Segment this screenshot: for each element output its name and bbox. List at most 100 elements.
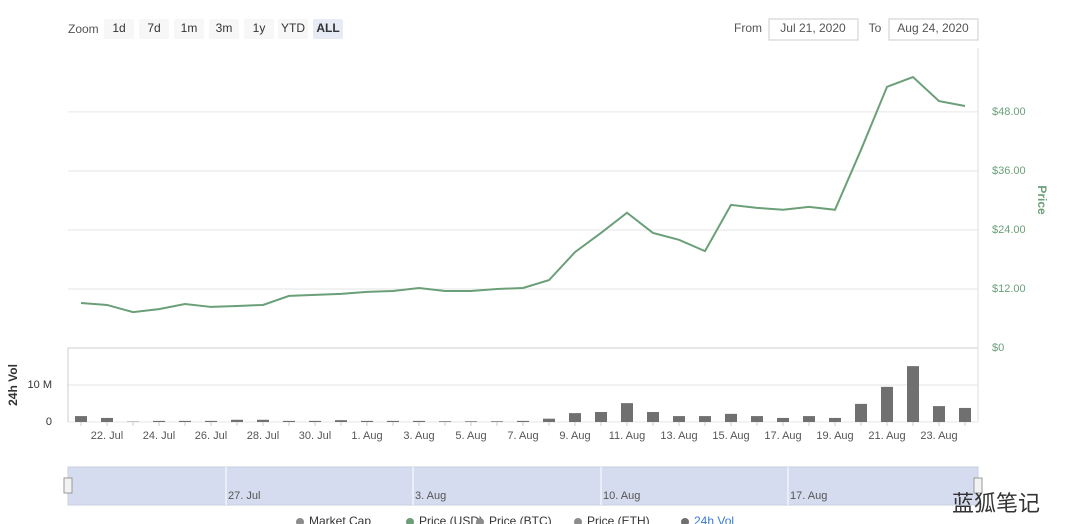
volume-bar [335,420,347,422]
volume-bar [777,417,789,422]
zoom-button[interactable] [244,19,274,39]
legend-marker[interactable] [476,518,484,524]
to-label: To [869,21,882,35]
volume-bar [75,416,87,422]
volume-bar [595,412,607,422]
y-tick-label: $12.00 [992,283,1026,295]
from-value[interactable]: Jul 21, 2020 [780,21,846,35]
navigator-label: 17. Aug [790,490,827,502]
volume-bar [881,386,893,422]
volume-bar [959,407,971,422]
volume-bar [543,418,555,422]
volume-bar [569,413,581,422]
navigator-handle[interactable] [63,477,73,494]
volume-bar [413,420,425,422]
volume-bar [725,413,737,422]
x-tick-label: 22. Jul [91,430,123,442]
zoom-button[interactable] [209,19,239,39]
watermark: 蓝狐笔记 [952,491,1040,516]
x-tick-label: 11. Aug [609,430,646,442]
y-tick-label: 10 M [28,379,52,391]
volume-bar [933,406,945,422]
zoom-button-label[interactable]: 1m [181,21,198,35]
zoom-button-label[interactable]: 3m [216,21,233,35]
x-tick-label: 19. Aug [816,430,853,442]
x-tick-label: 13. Aug [660,430,697,442]
legend-label[interactable]: Price (USD) [419,514,483,524]
x-tick-label: 7. Aug [507,430,538,442]
to-input[interactable] [888,18,979,41]
x-tick-label: 23. Aug [920,430,957,442]
zoom-button[interactable] [278,19,308,39]
y-tick-label: 0 [46,416,52,428]
price-axis-label: Price [1035,185,1049,215]
volume-bar [803,416,815,422]
volume-bar [153,420,165,422]
volume-bar [257,419,269,422]
legend-marker[interactable] [296,518,304,524]
navigator-handle[interactable] [973,477,983,494]
navigator-label: 27. Jul [228,490,260,502]
navigator[interactable] [67,466,979,506]
volume-bar [699,416,711,422]
volume-bar [361,420,373,422]
volume-bar [647,412,659,422]
navigator-label: 10. Aug [603,490,640,502]
legend-label[interactable]: Price (ETH) [587,514,650,524]
y-tick-label: $24.00 [992,224,1026,236]
x-tick-label: 26. Jul [195,430,227,442]
x-tick-label: 15. Aug [712,430,749,442]
x-tick-label: 21. Aug [868,430,905,442]
zoom-button-label[interactable]: 1d [112,21,125,35]
volume-bar [179,420,191,422]
x-tick-label: 17. Aug [764,430,801,442]
volume-bar [309,420,321,422]
price-line [80,75,966,314]
x-tick-label: 5. Aug [455,430,486,442]
volume-bar [101,417,113,422]
y-tick-label: $0 [992,342,1004,354]
legend-marker[interactable] [681,518,689,524]
legend-label[interactable]: Market Cap [309,514,371,524]
zoom-button-label[interactable]: YTD [281,21,305,35]
from-input[interactable] [768,18,859,41]
zoom-button[interactable] [313,19,343,39]
zoom-button[interactable] [139,19,169,39]
volume-bar [387,420,399,422]
zoom-button[interactable] [174,19,204,39]
x-tick-label: 1. Aug [351,430,382,442]
volume-bar [855,403,867,422]
volume-bar [491,421,503,422]
x-tick-label: 3. Aug [403,430,434,442]
x-tick-label: 30. Jul [299,430,331,442]
legend-label[interactable]: Price (BTC) [489,514,552,524]
x-tick-label: 28. Jul [247,430,279,442]
volume-bar [231,419,243,422]
legend-marker[interactable] [574,518,582,524]
volume-bar [673,416,685,422]
volume-bar [439,421,451,422]
legend-label[interactable]: 24h Vol [694,514,734,524]
zoom-button-label[interactable]: 1y [253,21,266,35]
navigator-label: 3. Aug [415,490,446,502]
zoom-button-label[interactable]: ALL [316,21,339,35]
x-tick-label: 24. Jul [143,430,175,442]
volume-bar [283,420,295,422]
volume-bar [205,420,217,422]
volume-axis-label: 24h Vol [6,364,20,406]
zoom-label: Zoom [68,22,99,36]
y-tick-label: $36.00 [992,165,1026,177]
volume-bar [517,420,529,422]
y-tick-label: $48.00 [992,106,1026,118]
from-label: From [734,21,762,35]
to-value[interactable]: Aug 24, 2020 [897,21,969,35]
zoom-button-label[interactable]: 7d [147,21,160,35]
volume-bar [907,366,919,422]
legend-marker[interactable] [406,518,414,524]
volume-bar [465,421,477,422]
zoom-button[interactable] [104,19,134,39]
x-tick-label: 9. Aug [559,430,590,442]
volume-bar [621,403,633,422]
